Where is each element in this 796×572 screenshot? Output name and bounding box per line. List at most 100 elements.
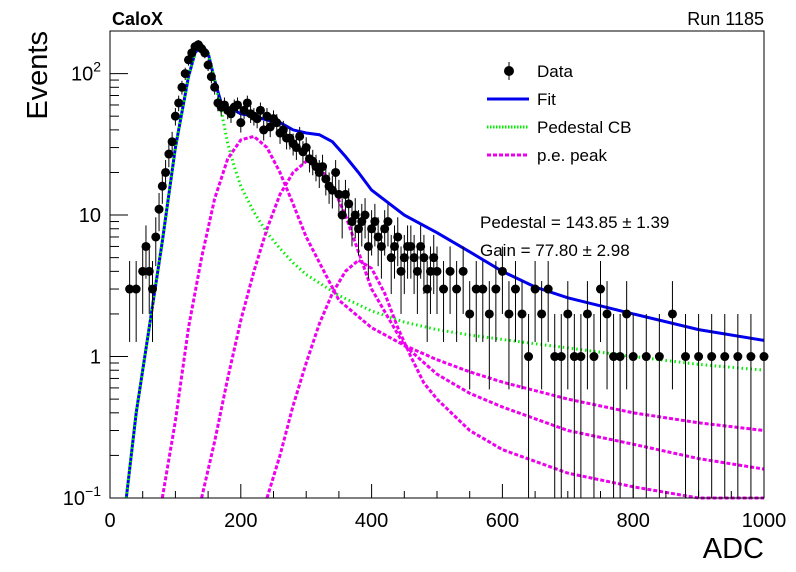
data-point-marker	[154, 204, 164, 214]
data-point	[334, 179, 344, 214]
data-point-marker	[386, 253, 396, 263]
data-point	[138, 246, 148, 314]
data-point-marker	[471, 284, 481, 294]
data-point-marker	[582, 309, 592, 319]
x-tick-label: 0	[104, 510, 115, 532]
data-point	[707, 313, 717, 498]
data-point-marker	[252, 114, 262, 124]
data-point-marker	[707, 352, 717, 362]
data-point	[530, 261, 540, 342]
legend: Data Fit Pedestal CB p.e. peak	[487, 62, 632, 165]
data-point-marker	[236, 118, 246, 128]
data-point-marker	[458, 266, 468, 276]
data-point	[321, 165, 331, 196]
data-point-marker	[337, 210, 347, 220]
data-point	[154, 193, 164, 232]
data-point-marker	[537, 309, 547, 319]
pedestal-cb-curve	[124, 42, 765, 499]
data-point-marker	[628, 352, 638, 362]
data-point-marker	[370, 217, 380, 227]
data-point-marker	[615, 352, 625, 362]
data-point-marker	[432, 266, 442, 276]
data-point-marker	[576, 352, 586, 362]
x-tick-label: 400	[355, 510, 388, 532]
data-point	[340, 179, 350, 214]
data-point	[609, 313, 619, 498]
data-point	[596, 261, 605, 342]
data-point-marker	[733, 352, 743, 362]
data-point	[327, 176, 337, 209]
data-point-marker	[654, 352, 664, 362]
header-left-label: CaloX	[112, 9, 163, 29]
data-point-marker	[177, 82, 187, 92]
data-point-marker	[478, 284, 488, 294]
data-point-marker	[131, 284, 141, 294]
data-point-marker	[327, 185, 337, 195]
data-point-marker	[569, 352, 579, 362]
data-point-marker	[429, 253, 439, 263]
data-point-marker	[409, 253, 419, 263]
data-points	[125, 40, 769, 498]
data-point	[491, 261, 501, 342]
header-right-label: Run 1185	[687, 9, 764, 29]
data-point-marker	[419, 253, 429, 263]
data-point-marker	[157, 181, 167, 191]
data-point-marker	[295, 131, 305, 141]
data-point	[445, 246, 455, 314]
p-e-peak-3-curve	[265, 258, 764, 500]
data-point-marker	[331, 167, 341, 177]
y-tick-label: 102	[71, 59, 101, 86]
data-point	[367, 210, 377, 256]
data-point	[429, 234, 439, 295]
data-point-marker	[497, 266, 507, 276]
data-point	[354, 210, 364, 256]
y-tick-label: 10−1	[63, 483, 101, 510]
data-point	[416, 225, 426, 279]
data-point	[177, 80, 187, 95]
data-point	[151, 217, 161, 267]
data-point	[393, 217, 403, 267]
data-point-marker	[210, 82, 220, 92]
data-point	[148, 261, 158, 342]
data-point-marker	[170, 111, 180, 121]
data-point-marker	[530, 284, 540, 294]
x-tick-label: 800	[617, 510, 650, 532]
data-point	[622, 281, 632, 390]
data-point	[589, 313, 599, 498]
data-point	[517, 281, 527, 390]
data-point	[125, 261, 135, 342]
data-point	[200, 47, 210, 59]
data-point	[272, 114, 282, 133]
data-point	[569, 313, 579, 498]
data-point	[170, 108, 180, 126]
data-point-marker	[367, 224, 377, 234]
data-point	[556, 313, 566, 498]
data-point	[255, 102, 265, 120]
data-point-marker	[393, 232, 403, 242]
data-point	[458, 246, 468, 314]
data-point-marker	[491, 284, 501, 294]
p-e-peak-1-curve	[160, 134, 765, 499]
data-point-marker	[291, 143, 301, 153]
x-tick-label: 200	[224, 510, 257, 532]
data-point	[412, 246, 422, 314]
data-point-marker	[144, 266, 154, 276]
data-point	[337, 198, 347, 239]
legend-data-marker	[504, 66, 514, 76]
data-point-marker	[141, 241, 151, 251]
data-point	[295, 126, 305, 148]
data-point	[733, 313, 743, 498]
data-point	[667, 281, 677, 390]
data-point	[383, 203, 393, 247]
data-point-marker	[720, 352, 730, 362]
data-point	[439, 261, 449, 342]
data-point-marker	[167, 137, 177, 147]
data-point-marker	[563, 309, 573, 319]
legend-item-data: Data	[504, 62, 573, 81]
data-point-marker	[233, 100, 243, 110]
data-point	[694, 313, 704, 498]
data-point-marker	[206, 72, 216, 82]
data-point-marker	[667, 309, 677, 319]
data-point-marker	[265, 122, 275, 132]
